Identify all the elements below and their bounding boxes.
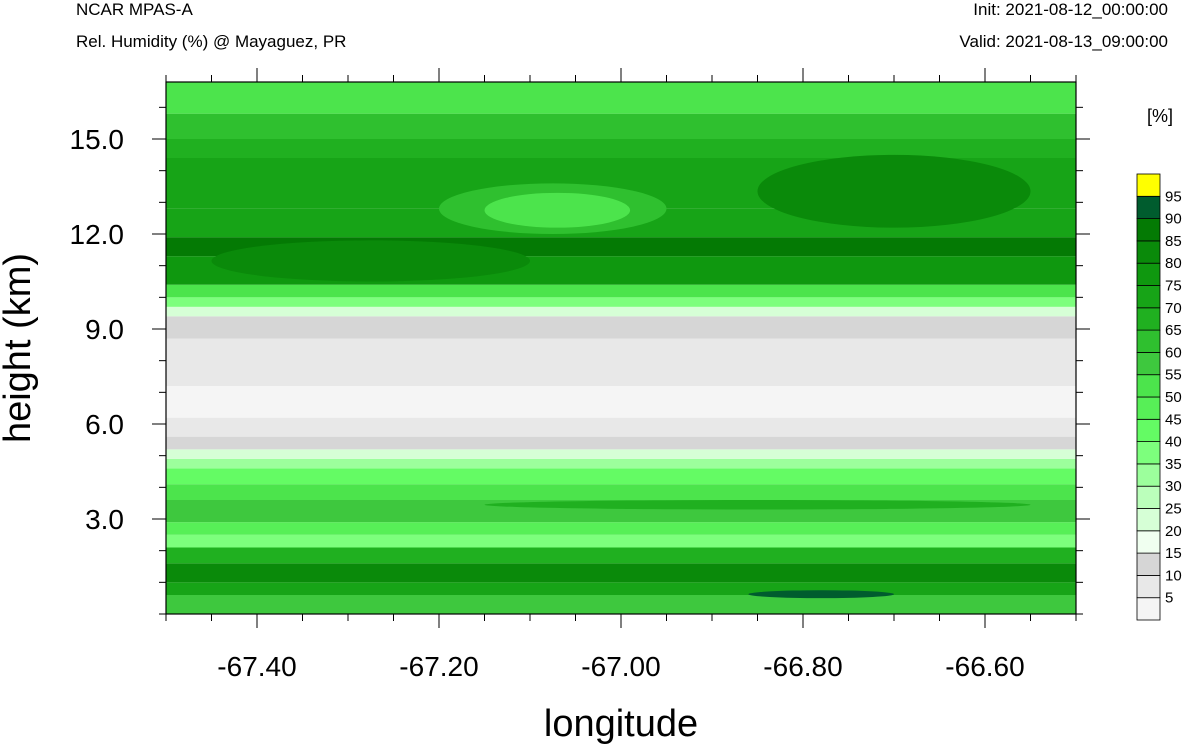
colorbar-swatch xyxy=(1136,285,1161,309)
x-tick-label: -66.80 xyxy=(763,651,842,682)
rh-band xyxy=(166,484,1076,500)
colorbar-swatch xyxy=(1136,240,1161,264)
colorbar-swatch xyxy=(1136,508,1161,532)
rh-patch xyxy=(748,590,894,599)
rh-band xyxy=(166,297,1076,307)
rh-band xyxy=(166,436,1076,450)
colorbar-swatch xyxy=(1136,307,1161,331)
colorbar-label: 10 xyxy=(1165,567,1182,584)
rh-band xyxy=(166,306,1076,317)
y-axis-label: height (km) xyxy=(0,253,39,443)
colorbar-swatch xyxy=(1136,329,1161,353)
colorbar-label: 75 xyxy=(1165,278,1182,295)
colorbar-label: 35 xyxy=(1165,456,1182,473)
colorbar-swatch xyxy=(1136,463,1161,487)
plot-subtitle: Rel. Humidity (%) @ Mayaguez, PR xyxy=(76,32,347,51)
colorbar-label: 45 xyxy=(1165,411,1182,428)
colorbar-swatch xyxy=(1136,396,1161,420)
x-tick-label: -67.00 xyxy=(581,651,660,682)
y-tick-label: 15.0 xyxy=(70,124,125,155)
colorbar-label: 55 xyxy=(1165,367,1182,384)
colorbar-swatch xyxy=(1136,441,1161,465)
rh-band xyxy=(166,547,1076,564)
x-axis-label: longitude xyxy=(544,703,698,745)
rh-patch xyxy=(211,240,530,282)
colorbar-swatch xyxy=(1136,485,1161,509)
colorbar-label: 15 xyxy=(1165,545,1182,562)
colorbar-label: 60 xyxy=(1165,344,1182,361)
rh-band xyxy=(166,82,1076,114)
rh-band xyxy=(166,417,1076,437)
colorbar-swatch xyxy=(1136,597,1161,621)
valid-time: Valid: 2021-08-13_09:00:00 xyxy=(959,32,1168,51)
colorbar-swatch xyxy=(1136,173,1161,197)
colorbar-label: 85 xyxy=(1165,233,1182,250)
colorbar-label: 5 xyxy=(1165,590,1173,607)
colorbar-label: 90 xyxy=(1165,211,1182,228)
y-tick-label: 9.0 xyxy=(85,314,124,345)
y-tick-label: 12.0 xyxy=(70,219,125,250)
y-tick-label: 6.0 xyxy=(85,409,124,440)
rh-band xyxy=(166,338,1076,386)
colorbar-label: 50 xyxy=(1165,389,1182,406)
colorbar-label: 95 xyxy=(1165,188,1182,205)
colorbar-swatch xyxy=(1136,418,1161,442)
colorbar-swatch xyxy=(1136,195,1161,220)
colorbar-label: 25 xyxy=(1165,501,1182,518)
colorbar-swatch xyxy=(1136,530,1161,554)
rh-band xyxy=(166,449,1076,459)
colorbar-label: 40 xyxy=(1165,434,1182,451)
x-tick-label: -67.40 xyxy=(217,651,296,682)
rh-band xyxy=(166,595,1076,614)
rh-band xyxy=(166,316,1076,339)
colorbar-swatch xyxy=(1136,218,1161,242)
colorbar-label: 80 xyxy=(1165,255,1182,272)
colorbar-swatch xyxy=(1136,374,1161,398)
y-tick-label: 3.0 xyxy=(85,504,124,535)
rh-patch xyxy=(484,192,631,228)
colorbar-label: 20 xyxy=(1165,523,1182,540)
rh-band xyxy=(166,468,1076,485)
rh-band xyxy=(166,139,1076,158)
colorbar-unit: [%] xyxy=(1147,106,1173,126)
colorbar-swatch xyxy=(1136,351,1161,376)
model-title: NCAR MPAS-A xyxy=(76,0,193,19)
rh-patch xyxy=(757,154,1031,228)
rh-band xyxy=(166,386,1076,418)
rh-band xyxy=(166,522,1076,535)
colorbar-swatch xyxy=(1136,262,1161,286)
x-tick-label: -66.60 xyxy=(945,651,1024,682)
colorbar-label: 70 xyxy=(1165,300,1182,317)
colorbar-swatch xyxy=(1136,575,1161,599)
x-tick-label: -67.20 xyxy=(399,651,478,682)
colorbar-label: 65 xyxy=(1165,322,1182,339)
rh-band xyxy=(166,458,1076,469)
rh-band xyxy=(166,534,1076,548)
rh-band xyxy=(166,582,1076,595)
rh-patch xyxy=(484,500,1031,510)
rh-band xyxy=(166,284,1076,298)
init-time: Init: 2021-08-12_00:00:00 xyxy=(973,0,1168,19)
colorbar-label: 30 xyxy=(1165,478,1182,495)
rh-band xyxy=(166,563,1076,583)
rh-band xyxy=(166,113,1076,139)
colorbar-swatch xyxy=(1136,552,1161,576)
